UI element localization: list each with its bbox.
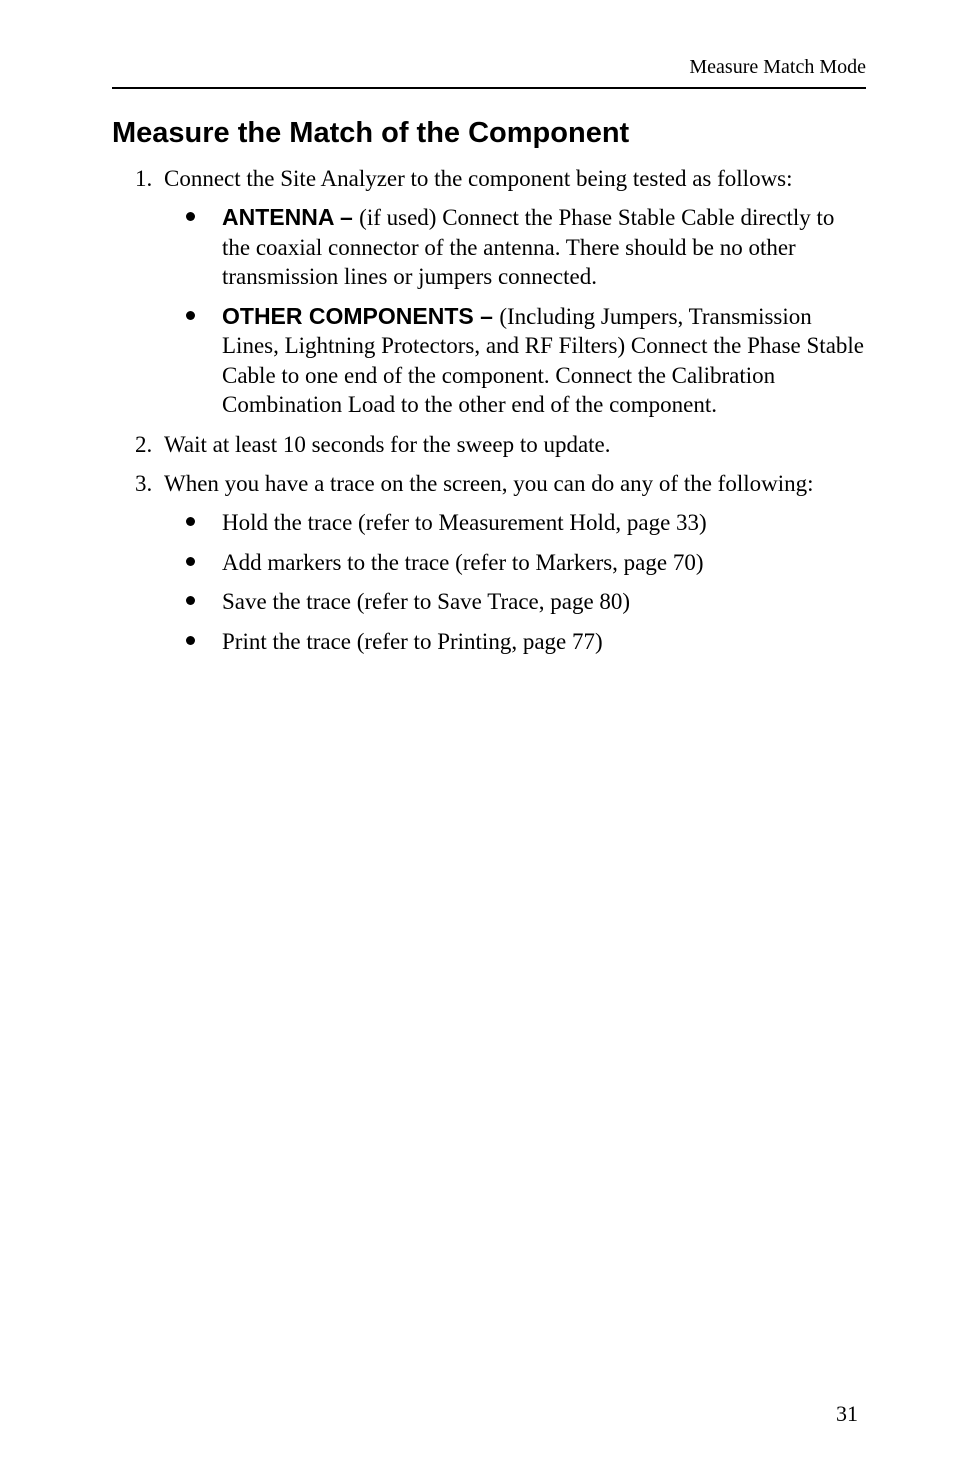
step-2-text: Wait at least 10 seconds for the sweep t…: [164, 432, 611, 457]
bullet-save-trace-text: Save the trace (refer to Save Trace, pag…: [222, 589, 630, 614]
bullet-add-markers: Add markers to the trace (refer to Marke…: [186, 548, 866, 577]
bullet-save-trace: Save the trace (refer to Save Trace, pag…: [186, 587, 866, 616]
bullet-antenna: ANTENNA – (if used) Connect the Phase St…: [186, 203, 866, 291]
page: Measure Match Mode Measure the Match of …: [0, 0, 954, 1475]
running-head: Measure Match Mode: [112, 56, 866, 89]
bullet-other-components: OTHER COMPONENTS – (Including Jumpers, T…: [186, 302, 866, 420]
step-3-bullets: Hold the trace (refer to Measurement Hol…: [164, 508, 866, 656]
bullet-print-trace: Print the trace (refer to Printing, page…: [186, 627, 866, 656]
bullet-hold-trace: Hold the trace (refer to Measurement Hol…: [186, 508, 866, 537]
step-1: Connect the Site Analyzer to the compone…: [158, 164, 866, 420]
bullet-antenna-label: ANTENNA –: [222, 204, 359, 230]
step-1-text: Connect the Site Analyzer to the compone…: [164, 166, 793, 191]
step-3: When you have a trace on the screen, you…: [158, 469, 866, 656]
bullet-hold-trace-text: Hold the trace (refer to Measurement Hol…: [222, 510, 707, 535]
bullet-other-label: OTHER COMPONENTS –: [222, 303, 499, 329]
section-title: Measure the Match of the Component: [112, 117, 866, 150]
numbered-steps: Connect the Site Analyzer to the compone…: [112, 164, 866, 656]
step-3-text: When you have a trace on the screen, you…: [164, 471, 814, 496]
page-number: 31: [836, 1401, 858, 1427]
bullet-add-markers-text: Add markers to the trace (refer to Marke…: [222, 550, 704, 575]
step-1-bullets: ANTENNA – (if used) Connect the Phase St…: [164, 203, 866, 419]
step-2: Wait at least 10 seconds for the sweep t…: [158, 430, 866, 459]
bullet-print-trace-text: Print the trace (refer to Printing, page…: [222, 629, 603, 654]
